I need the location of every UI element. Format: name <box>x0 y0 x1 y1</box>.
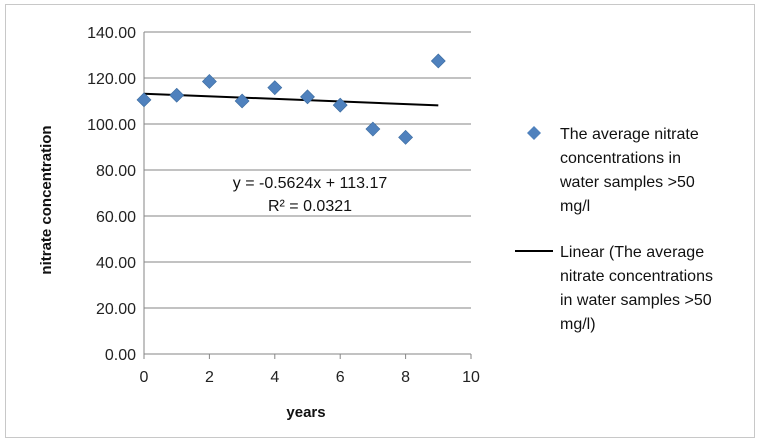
gridlines <box>144 31 471 309</box>
axes <box>143 32 471 355</box>
trendline-equation: y = -0.5624x + 113.17 <box>233 175 388 192</box>
trendline-group <box>143 92 439 107</box>
legend: The average nitrate concentrations in wate… <box>515 126 713 333</box>
data-point <box>430 53 446 69</box>
legend-text-line: mg/l) <box>560 316 596 333</box>
y-tick-label: 0.00 <box>105 347 136 364</box>
legend-label-series: The average nitrate concentrations in wate… <box>559 126 699 215</box>
chart-area <box>5 4 755 438</box>
y-axis-title: nitrate concentration <box>38 125 55 274</box>
y-tick-label: 80.00 <box>96 163 136 180</box>
legend-text-line: Linear (The average <box>560 244 704 261</box>
data-point <box>300 89 315 105</box>
legend-text-line: in water samples >50 <box>560 292 712 309</box>
data-point <box>332 97 348 113</box>
data-point <box>201 74 217 89</box>
y-tick-labels: 0.00 20.00 40.00 60.00 80.00 100.00 120.00 140.… <box>87 25 136 364</box>
data-points <box>136 53 446 145</box>
legend-text-line: nitrate concentrations <box>560 268 713 285</box>
x-tick-labels: 0 2 4 6 8 10 <box>140 354 480 386</box>
x-tick-label: 8 <box>401 369 410 386</box>
legend-label-trendline: Linear (The average nitrate concentration… <box>560 244 713 333</box>
y-tick-label: 140.00 <box>87 25 136 42</box>
x-tick-label: 10 <box>462 369 480 386</box>
legend-diamond-marker <box>527 126 541 140</box>
legend-text-line: concentrations in <box>560 150 681 167</box>
data-point <box>136 92 152 108</box>
legend-text-line: The average nitrate <box>560 126 699 143</box>
x-tick-label: 0 <box>140 369 149 386</box>
x-tick-label: 4 <box>270 369 279 386</box>
data-point <box>267 80 283 96</box>
legend-text-line: mg/l <box>560 198 590 215</box>
x-axis-title: years <box>286 404 325 421</box>
x-tick-label: 2 <box>205 369 214 386</box>
data-point <box>398 129 414 145</box>
data-point <box>169 87 185 103</box>
legend-text-line: water samples >50 <box>559 174 695 191</box>
data-point <box>234 93 250 109</box>
y-tick-label: 100.00 <box>87 117 136 134</box>
y-tick-label: 40.00 <box>96 255 136 272</box>
y-tick-label: 120.00 <box>87 71 136 88</box>
data-point <box>365 121 381 137</box>
trendline-r-squared: R² = 0.0321 <box>268 198 352 215</box>
y-tick-label: 20.00 <box>96 301 136 318</box>
trendline <box>143 92 439 107</box>
y-tick-label: 60.00 <box>96 209 136 226</box>
x-tick-label: 6 <box>336 369 345 386</box>
